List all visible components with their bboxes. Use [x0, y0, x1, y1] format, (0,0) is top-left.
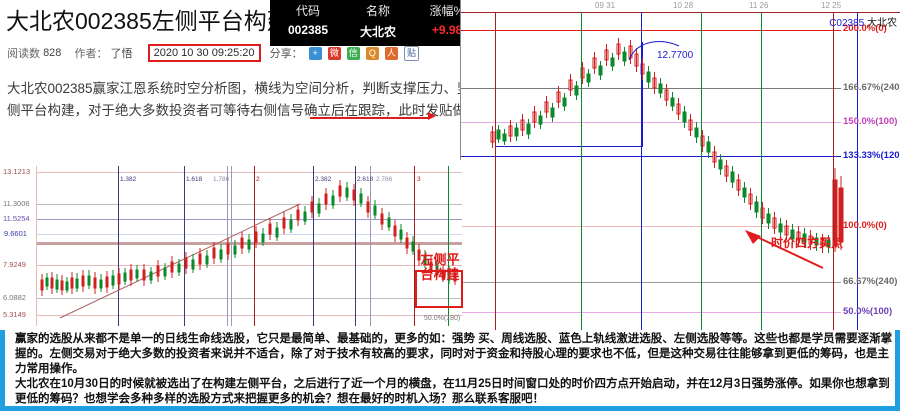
time-vline-1	[495, 12, 496, 330]
renren-icon[interactable]: 人	[384, 46, 398, 60]
y-tick-2: 11.5254	[3, 214, 30, 223]
inline-tick-0: 1.382	[120, 176, 137, 183]
author-label: 作者：	[74, 48, 108, 60]
author-name: 了悟	[110, 48, 133, 60]
intraday-candlestick-chart[interactable]: 13.1213 11.3006 11.5254 9.6601 7.9249 6.…	[0, 160, 463, 330]
chart-symbol-code: C02385	[829, 18, 865, 29]
x-tick-3: 12 25	[821, 1, 842, 10]
vline-1	[118, 166, 119, 326]
intro-highlight-arrow-icon	[428, 112, 436, 120]
page-title: 大北农002385左侧平台构建	[6, 8, 290, 34]
inline-tick-2: 1.786	[213, 176, 230, 183]
fib-label-150: 150.0%(100)	[843, 116, 898, 127]
vline-8	[370, 166, 371, 326]
time-vline-5	[761, 12, 762, 330]
intro-highlight-underline	[310, 117, 430, 119]
vline-left-edge	[36, 166, 37, 326]
fib-line-150	[461, 122, 841, 123]
vline-6	[313, 166, 314, 326]
intraday-candles	[40, 180, 457, 319]
read-count-label: 阅读数	[7, 48, 40, 60]
price-callout-leader	[628, 41, 680, 61]
ticker-code: 002385	[287, 23, 329, 37]
y-tick-6: 5.3149	[3, 310, 26, 319]
scroll-indicator[interactable]: ›	[886, 338, 889, 347]
article-meta: 阅读数 828 作者： 了悟 2020 10 30 09:25:20 分享： +…	[7, 44, 422, 62]
y-tick-4: 7.9249	[3, 260, 26, 269]
chart-symbol-label: C02385 大北农	[829, 14, 897, 29]
time-vline-7	[857, 12, 858, 330]
buy-point-note: 时价四方买点	[771, 236, 844, 250]
x-tick-2: 11 26	[749, 1, 769, 10]
time-vline-4	[701, 12, 702, 330]
ticker-header-name: 名称	[365, 4, 390, 18]
daily-candles	[490, 38, 844, 253]
grid-line-7	[36, 315, 462, 316]
fib-label-100: 100.0%(0)	[843, 220, 887, 231]
weibo-icon[interactable]: 微	[327, 46, 341, 60]
vline-5	[254, 166, 255, 326]
grid-line-6	[36, 298, 462, 299]
vline-10	[448, 166, 449, 326]
fib-line-13333	[461, 156, 841, 157]
fib-line-100	[461, 226, 841, 227]
inline-tick-7: 3	[417, 176, 421, 183]
ticker-header-code: 代码	[295, 4, 320, 18]
fib-line-16667	[461, 88, 841, 89]
fib-label-13333: 133.33%(120)	[843, 150, 900, 161]
fib-label-6667: 66.67%(240)	[843, 276, 898, 287]
grid-line-5	[36, 265, 462, 266]
x-tick-0: 09 31	[595, 1, 616, 10]
ticker-change-pct: +9.98	[431, 23, 463, 37]
timestamp-badge: 2020 10 30 09:25:20	[147, 44, 261, 62]
chart-symbol-name: 大北农	[867, 18, 897, 29]
vline-2	[184, 166, 185, 326]
tieba-icon[interactable]: 贴	[403, 45, 419, 61]
inline-tick-6: 2.786	[376, 176, 393, 183]
vline-7	[355, 166, 356, 326]
time-vline-3	[641, 12, 642, 330]
y-tick-0: 13.1213	[3, 167, 31, 176]
fib-line-50	[461, 312, 841, 313]
grid-line-3	[36, 219, 462, 220]
grid-line-1	[36, 172, 462, 173]
price-callout-value: 12.7700	[657, 50, 694, 61]
plus-icon[interactable]: +	[308, 46, 322, 60]
qq-icon[interactable]: Q	[365, 46, 379, 60]
wechat-icon[interactable]: 信	[346, 46, 360, 60]
daily-candlestick-chart[interactable]: 09 31 10 28 11 26 12 25	[460, 0, 900, 330]
footer-promo-block: 赢家的选股从来都不是单一的日线生命线选股，它只是最简单、最基础的，更多的如：强势…	[0, 330, 900, 411]
y-tick-5: 6.0882	[3, 293, 26, 302]
inline-tick-3: 2	[256, 176, 260, 183]
fib-label-200: 200.0%(0)	[843, 23, 887, 34]
grid-line-2	[36, 204, 462, 205]
fib-label-16667: 166.67%(240)	[843, 82, 900, 93]
time-vline-2	[581, 12, 582, 330]
fib-label-50: 50.0%(100)	[843, 306, 893, 317]
chart-top-border	[461, 12, 900, 13]
inline-tick-5: 2.618	[357, 176, 374, 183]
x-tick-1: 10 28	[673, 1, 694, 10]
inline-tick-4: 2.382	[315, 176, 332, 183]
y-tick-1: 11.3006	[3, 199, 30, 208]
fib-line-200	[461, 30, 841, 31]
fib-line-6667	[461, 282, 841, 283]
footer-paragraph-2: 大北农在10月30日的时候就被选出了在构建左侧平台，之后进行了近一个月的横盘，在…	[15, 378, 890, 405]
read-count-value: 828	[43, 47, 62, 59]
ticker-name: 大北农	[359, 25, 396, 39]
inline-tick-1: 1.618	[186, 176, 203, 183]
low-fib-label: 50.0%(180)	[424, 315, 461, 322]
time-vline-6	[833, 12, 834, 330]
left-plateau-label: 左侧平台构建	[420, 252, 460, 282]
footer-paragraph-1: 赢家的选股从来都不是单一的日线生命线选股，它只是最简单、最基础的，更多的如：强势…	[15, 333, 893, 375]
share-label: 分享：	[269, 48, 303, 60]
ticker-header-change-pct[interactable]: 涨幅%	[429, 4, 465, 18]
left-plateau-box	[415, 270, 463, 308]
vline-4	[231, 166, 232, 326]
daily-plot-area[interactable]	[461, 12, 900, 330]
y-tick-3: 9.6601	[4, 229, 27, 238]
